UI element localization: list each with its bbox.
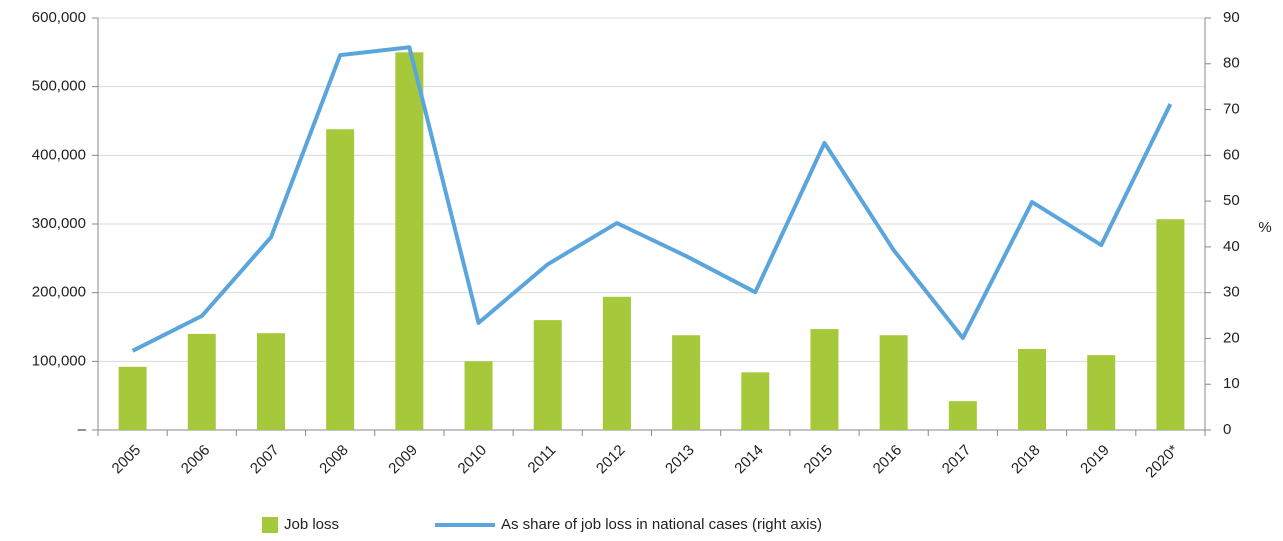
x-tick-label: 2008 (316, 442, 352, 478)
line (131, 45, 1173, 353)
y2-tick-label: 90 (1223, 9, 1240, 26)
x-tick-label: 2007 (247, 442, 283, 478)
legend-label: Job loss (284, 516, 339, 533)
y-tick-label: 500,000 (32, 78, 86, 95)
bar (741, 372, 770, 430)
y-tick-label: – (78, 421, 87, 438)
bar (118, 366, 147, 430)
x-tick-label: 2017 (939, 442, 975, 478)
y-tick-label: 400,000 (32, 146, 86, 163)
bar (1156, 219, 1185, 430)
legend-swatch (262, 517, 278, 533)
bar (602, 296, 631, 430)
y2-tick-label: 20 (1223, 329, 1240, 346)
y2-tick-label: 0 (1223, 421, 1231, 438)
y2-tick-label: 10 (1223, 375, 1240, 392)
y2-tick-label: 40 (1223, 238, 1240, 255)
bar (187, 333, 216, 430)
x-tick-label: 2012 (593, 442, 629, 478)
x-tick-label: 2016 (870, 442, 906, 478)
bar (879, 335, 908, 430)
bar (948, 401, 977, 430)
y2-tick-label: 50 (1223, 192, 1240, 209)
bar (395, 52, 424, 430)
y2-axis-label: % (1258, 219, 1271, 236)
x-tick-label: 2011 (525, 442, 560, 477)
x-tick-label: 2010 (455, 442, 491, 478)
y2-tick-label: 70 (1223, 101, 1240, 118)
x-tick-label: 2018 (1008, 442, 1044, 478)
bar (672, 335, 701, 430)
bar (326, 129, 355, 431)
y-tick-label: 100,000 (32, 352, 86, 369)
x-tick-label: 2005 (109, 442, 145, 478)
x-tick-label: 2020* (1142, 442, 1182, 482)
y-tick-label: 200,000 (32, 284, 86, 301)
x-tick-label: 2014 (731, 442, 767, 478)
x-tick-label: 2013 (662, 442, 698, 478)
y2-tick-label: 30 (1223, 284, 1240, 301)
bar (1087, 355, 1116, 430)
y2-tick-label: 80 (1223, 55, 1240, 72)
y-tick-label: 600,000 (32, 9, 86, 26)
y2-tick-label: 60 (1223, 146, 1240, 163)
x-tick-label: 2019 (1077, 442, 1113, 478)
bar (1018, 348, 1047, 430)
bar (810, 329, 839, 430)
legend-label: As share of job loss in national cases (… (501, 516, 822, 533)
y-tick-label: 300,000 (32, 215, 86, 232)
x-tick-label: 2015 (800, 442, 836, 478)
bar (256, 333, 285, 430)
x-tick-label: 2009 (385, 442, 421, 478)
x-tick-label: 2006 (178, 442, 214, 478)
bar (464, 361, 493, 430)
bar (533, 320, 562, 430)
